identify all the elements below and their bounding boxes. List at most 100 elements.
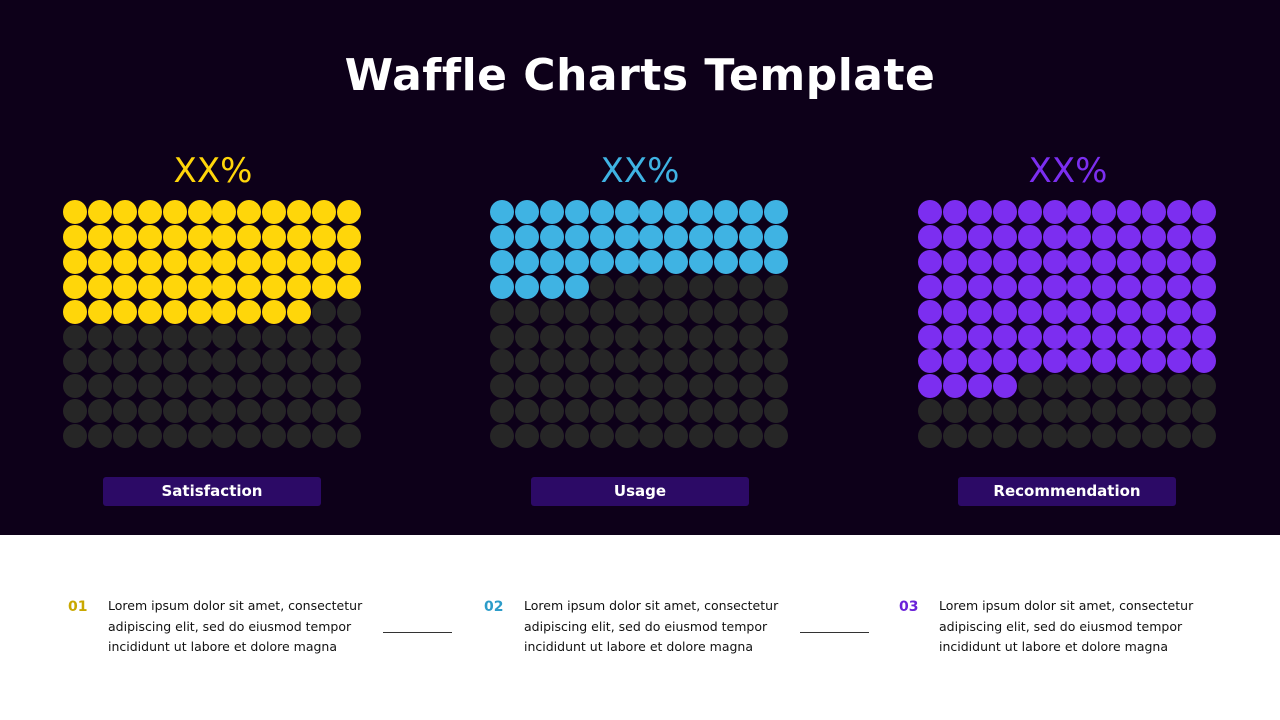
- waffle-dot-empty: [187, 324, 212, 349]
- waffle-dot-filled: [992, 299, 1017, 324]
- waffle-dot-empty: [312, 399, 336, 424]
- waffle-dot-empty: [589, 374, 614, 399]
- waffle-dot-empty: [312, 324, 336, 349]
- waffle-dot-empty: [162, 399, 187, 424]
- waffle-dot-filled: [1042, 299, 1067, 324]
- waffle-dot-filled: [918, 249, 942, 274]
- waffle-dot-empty: [614, 399, 639, 424]
- waffle-dot-empty: [564, 349, 589, 374]
- waffle-dot-filled: [942, 349, 967, 374]
- waffle-dot-filled: [490, 249, 514, 274]
- waffle-dot-empty: [539, 374, 564, 399]
- value-label-recommendation: XX%: [1028, 151, 1108, 191]
- waffle-dot-filled: [1142, 274, 1167, 299]
- waffle-grid-satisfaction: [63, 200, 363, 450]
- page-title: Waffle Charts Template: [344, 50, 936, 101]
- waffle-dot-filled: [967, 349, 992, 374]
- waffle-dot-filled: [1167, 324, 1191, 349]
- waffle-dot-empty: [87, 374, 112, 399]
- waffle-dot-empty: [689, 424, 714, 449]
- waffle-dot-empty: [287, 349, 312, 374]
- waffle-dot-filled: [589, 249, 614, 274]
- note-line: incididunt ut labore et dolore magna: [939, 639, 1168, 654]
- waffle-dot-empty: [1042, 399, 1067, 424]
- waffle-dot-filled: [1092, 349, 1117, 374]
- waffle-dot-filled: [1092, 224, 1117, 249]
- waffle-dot-filled: [942, 249, 967, 274]
- waffle-dot-filled: [1067, 200, 1092, 224]
- waffle-dot-empty: [514, 349, 539, 374]
- waffle-dot-empty: [1092, 424, 1117, 449]
- waffle-dot-filled: [187, 274, 212, 299]
- waffle-dot-empty: [714, 424, 739, 449]
- note-line: incididunt ut labore et dolore magna: [108, 639, 337, 654]
- waffle-dot-empty: [589, 324, 614, 349]
- waffle-dot-empty: [212, 374, 237, 399]
- waffle-dot-empty: [312, 299, 336, 324]
- waffle-dot-filled: [1191, 224, 1216, 249]
- waffle-dot-empty: [763, 299, 788, 324]
- waffle-dot-filled: [1042, 200, 1067, 224]
- waffle-dot-empty: [514, 374, 539, 399]
- waffle-dot-filled: [287, 274, 312, 299]
- waffle-dot-filled: [514, 274, 539, 299]
- note-text: Lorem ipsum dolor sit amet, consectetur …: [524, 596, 784, 658]
- waffle-dot-empty: [1117, 374, 1142, 399]
- waffle-dot-empty: [1191, 399, 1216, 424]
- waffle-dot-filled: [1167, 224, 1191, 249]
- waffle-dot-filled: [967, 200, 992, 224]
- waffle-dot-filled: [918, 324, 942, 349]
- waffle-dot-filled: [1117, 324, 1142, 349]
- waffle-dot-filled: [714, 224, 739, 249]
- waffle-dot-filled: [689, 200, 714, 224]
- waffle-dot-filled: [992, 274, 1017, 299]
- waffle-dot-empty: [514, 299, 539, 324]
- waffle-dot-empty: [639, 299, 664, 324]
- waffle-dot-empty: [564, 324, 589, 349]
- waffle-dot-empty: [942, 399, 967, 424]
- waffle-dot-filled: [918, 224, 942, 249]
- waffle-dot-empty: [1042, 374, 1067, 399]
- waffle-dot-filled: [112, 200, 137, 224]
- waffle-dot-filled: [942, 274, 967, 299]
- waffle-dot-empty: [739, 299, 763, 324]
- waffle-dot-filled: [262, 274, 287, 299]
- waffle-dot-empty: [539, 299, 564, 324]
- waffle-dot-empty: [287, 424, 312, 449]
- waffle-dot-empty: [514, 399, 539, 424]
- waffle-dot-empty: [539, 424, 564, 449]
- category-label-recommendation: Recommendation: [958, 477, 1176, 506]
- waffle-dot-filled: [1092, 324, 1117, 349]
- note-line: adipiscing elit, sed do eiusmod tempor: [524, 618, 768, 634]
- waffle-dot-filled: [514, 200, 539, 224]
- waffle-dot-filled: [287, 299, 312, 324]
- waffle-dot-filled: [63, 299, 87, 324]
- waffle-dot-empty: [237, 324, 262, 349]
- waffle-dot-empty: [490, 374, 514, 399]
- waffle-dot-filled: [237, 274, 262, 299]
- waffle-dot-empty: [614, 299, 639, 324]
- waffle-dot-filled: [137, 200, 162, 224]
- waffle-dot-filled: [1017, 324, 1042, 349]
- waffle-dot-filled: [162, 200, 187, 224]
- waffle-dot-filled: [1117, 349, 1142, 374]
- waffle-dot-filled: [589, 200, 614, 224]
- waffle-grid-recommendation: [918, 200, 1218, 450]
- waffle-dot-empty: [112, 374, 137, 399]
- waffle-dot-empty: [212, 324, 237, 349]
- waffle-dot-filled: [1142, 224, 1167, 249]
- waffle-dot-filled: [137, 299, 162, 324]
- note-number: 01: [68, 599, 88, 615]
- waffle-dot-empty: [763, 274, 788, 299]
- waffle-dot-filled: [112, 274, 137, 299]
- waffle-dot-filled: [539, 274, 564, 299]
- waffle-dot-empty: [336, 324, 361, 349]
- waffle-dot-filled: [763, 200, 788, 224]
- waffle-dot-filled: [1092, 274, 1117, 299]
- waffle-dot-empty: [63, 399, 87, 424]
- waffle-dot-empty: [614, 349, 639, 374]
- waffle-dot-empty: [589, 349, 614, 374]
- waffle-dot-filled: [967, 299, 992, 324]
- waffle-dot-empty: [739, 424, 763, 449]
- waffle-dot-filled: [1017, 224, 1042, 249]
